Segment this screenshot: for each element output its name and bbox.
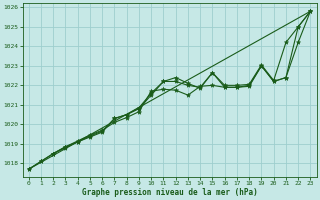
X-axis label: Graphe pression niveau de la mer (hPa): Graphe pression niveau de la mer (hPa) — [82, 188, 258, 197]
